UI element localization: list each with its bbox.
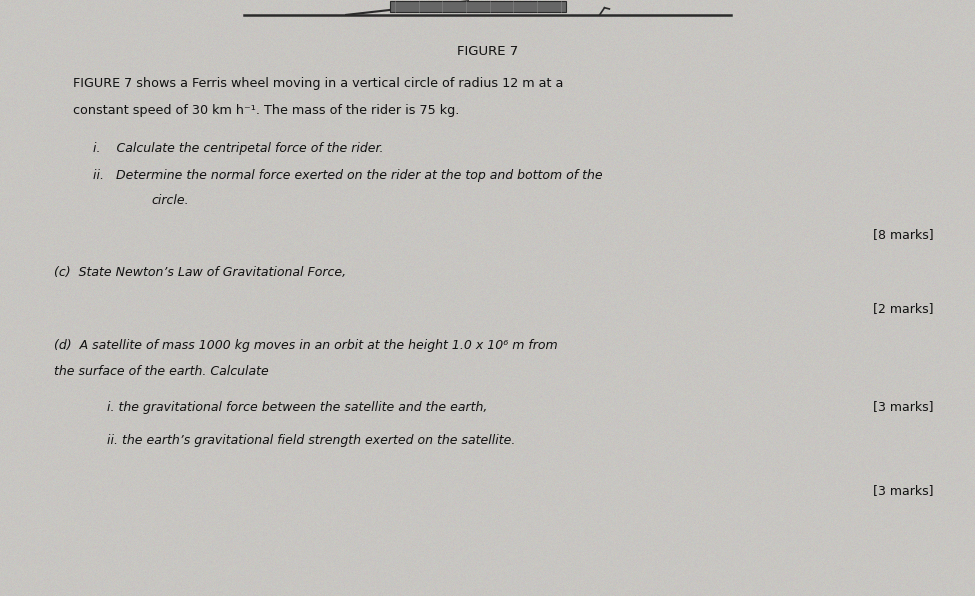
Text: the surface of the earth. Calculate: the surface of the earth. Calculate — [54, 365, 268, 378]
Text: [3 marks]: [3 marks] — [873, 484, 933, 497]
Text: [3 marks]: [3 marks] — [873, 401, 933, 414]
Text: constant speed of 30 km h⁻¹. The mass of the rider is 75 kg.: constant speed of 30 km h⁻¹. The mass of… — [73, 104, 459, 117]
Text: [8 marks]: [8 marks] — [873, 228, 933, 241]
Text: FIGURE 7 shows a Ferris wheel moving in a vertical circle of radius 12 m at a: FIGURE 7 shows a Ferris wheel moving in … — [73, 77, 564, 91]
Text: i. the gravitational force between the satellite and the earth,: i. the gravitational force between the s… — [107, 401, 488, 414]
Text: (c)  State Newton’s Law of Gravitational Force,: (c) State Newton’s Law of Gravitational … — [54, 266, 346, 280]
Text: circle.: circle. — [151, 194, 189, 207]
Text: ii.   Determine the normal force exerted on the rider at the top and bottom of t: ii. Determine the normal force exerted o… — [93, 169, 603, 182]
Text: [2 marks]: [2 marks] — [873, 302, 933, 315]
Text: i.    Calculate the centripetal force of the rider.: i. Calculate the centripetal force of th… — [93, 142, 383, 155]
Text: FIGURE 7: FIGURE 7 — [457, 45, 518, 58]
Bar — [390, 1, 566, 12]
Text: ii. the earth’s gravitational field strength exerted on the satellite.: ii. the earth’s gravitational field stre… — [107, 434, 516, 447]
Text: (d)  A satellite of mass 1000 kg moves in an orbit at the height 1.0 x 10⁶ m fro: (d) A satellite of mass 1000 kg moves in… — [54, 339, 558, 352]
